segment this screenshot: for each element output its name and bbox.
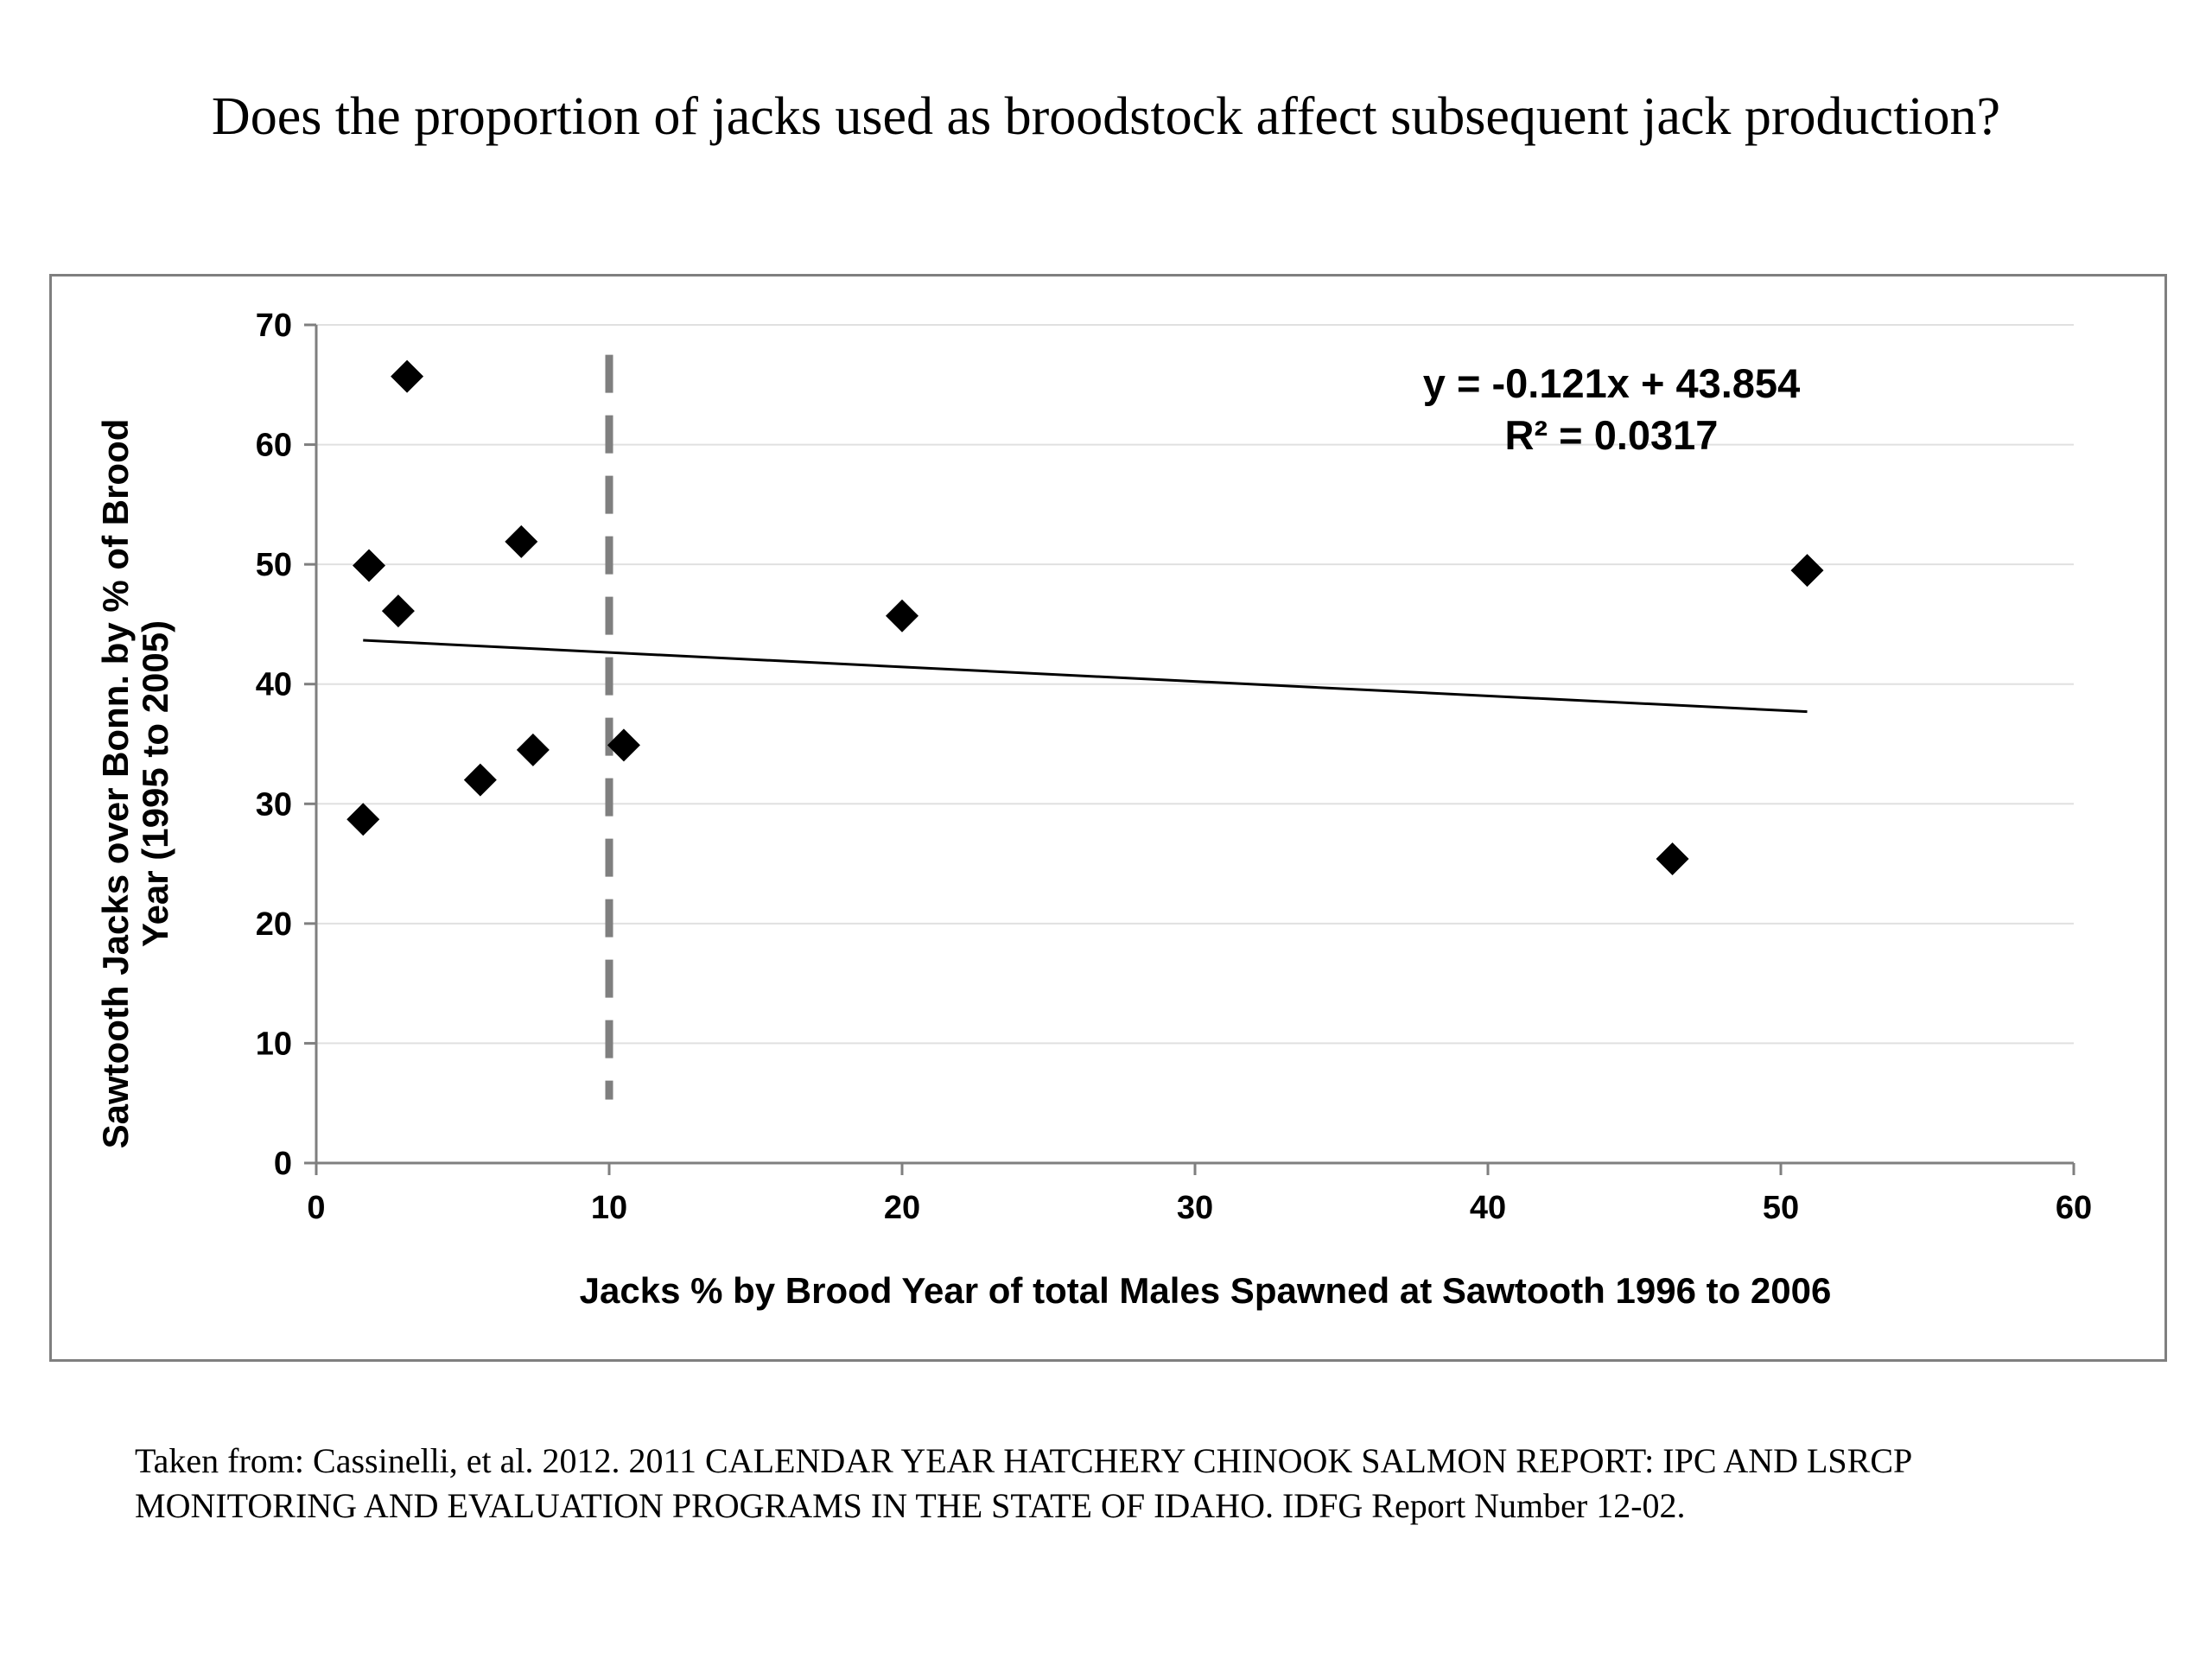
source-citation: Taken from: Cassinelli, et al. 2012. 201… — [135, 1439, 2122, 1529]
data-point — [516, 733, 550, 766]
y-axis-label-line-2: Year (1995 to 2005) — [135, 620, 175, 947]
x-tick-label: 0 — [307, 1190, 325, 1226]
data-point — [1790, 554, 1824, 588]
data-point — [505, 524, 538, 558]
y-tick-label: 40 — [256, 667, 292, 703]
r-squared-text: R² = 0.0317 — [1505, 412, 1719, 458]
data-point — [463, 763, 497, 797]
trendline-equation: y = -0.121x + 43.854 R² = 0.0317 — [1423, 360, 1800, 458]
scatter-chart: 0 10 20 30 40 50 60 70 0 10 20 30 40 50 60 Jacks % by … — [95, 308, 2092, 1311]
x-axis-label: Jacks % by Brood Year of total Males Spa… — [580, 1270, 1832, 1311]
y-tick-label: 10 — [256, 1026, 292, 1062]
trendline — [363, 639, 1808, 714]
data-point — [1656, 842, 1689, 876]
x-tick-label: 40 — [1470, 1190, 1506, 1226]
tick-labels: 0 10 20 30 40 50 60 70 0 10 20 30 40 50 60 — [256, 308, 2092, 1226]
x-tick-label: 60 — [2056, 1190, 2092, 1226]
data-point — [381, 594, 415, 628]
x-tick-label: 10 — [591, 1190, 627, 1226]
gridlines — [316, 324, 2074, 1045]
source-line-1: Taken from: Cassinelli, et al. 2012. 201… — [135, 1441, 1913, 1480]
data-points — [346, 359, 1824, 876]
x-tick-label: 50 — [1763, 1190, 1799, 1226]
y-axis-label-line-1: Sawtooth Jacks over Bonn. by % of Brood — [95, 419, 136, 1149]
y-tick-label: 70 — [256, 308, 292, 344]
y-tick-label: 0 — [274, 1146, 292, 1182]
equation-text: y = -0.121x + 43.854 — [1423, 360, 1800, 406]
y-tick-label: 50 — [256, 547, 292, 583]
slide-title: Does the proportion of jacks used as bro… — [211, 87, 2001, 146]
axis-labels: Jacks % by Brood Year of total Males Spa… — [95, 419, 1831, 1311]
source-line-2: MONITORING AND EVALUATION PROGRAMS IN TH… — [135, 1486, 1686, 1525]
trendline-group — [363, 639, 1808, 714]
y-tick-label: 20 — [256, 906, 292, 943]
x-tick-label: 30 — [1177, 1190, 1213, 1226]
data-point — [391, 359, 424, 393]
data-point — [886, 599, 918, 632]
axes — [304, 323, 2075, 1175]
y-tick-label: 30 — [256, 786, 292, 823]
data-point — [353, 549, 386, 582]
chart-frame: 0 10 20 30 40 50 60 70 0 10 20 30 40 50 60 Jacks % by … — [49, 274, 2167, 1362]
data-point — [346, 803, 380, 836]
y-tick-label: 60 — [256, 428, 292, 464]
x-tick-label: 20 — [884, 1190, 920, 1226]
data-point — [607, 728, 640, 762]
